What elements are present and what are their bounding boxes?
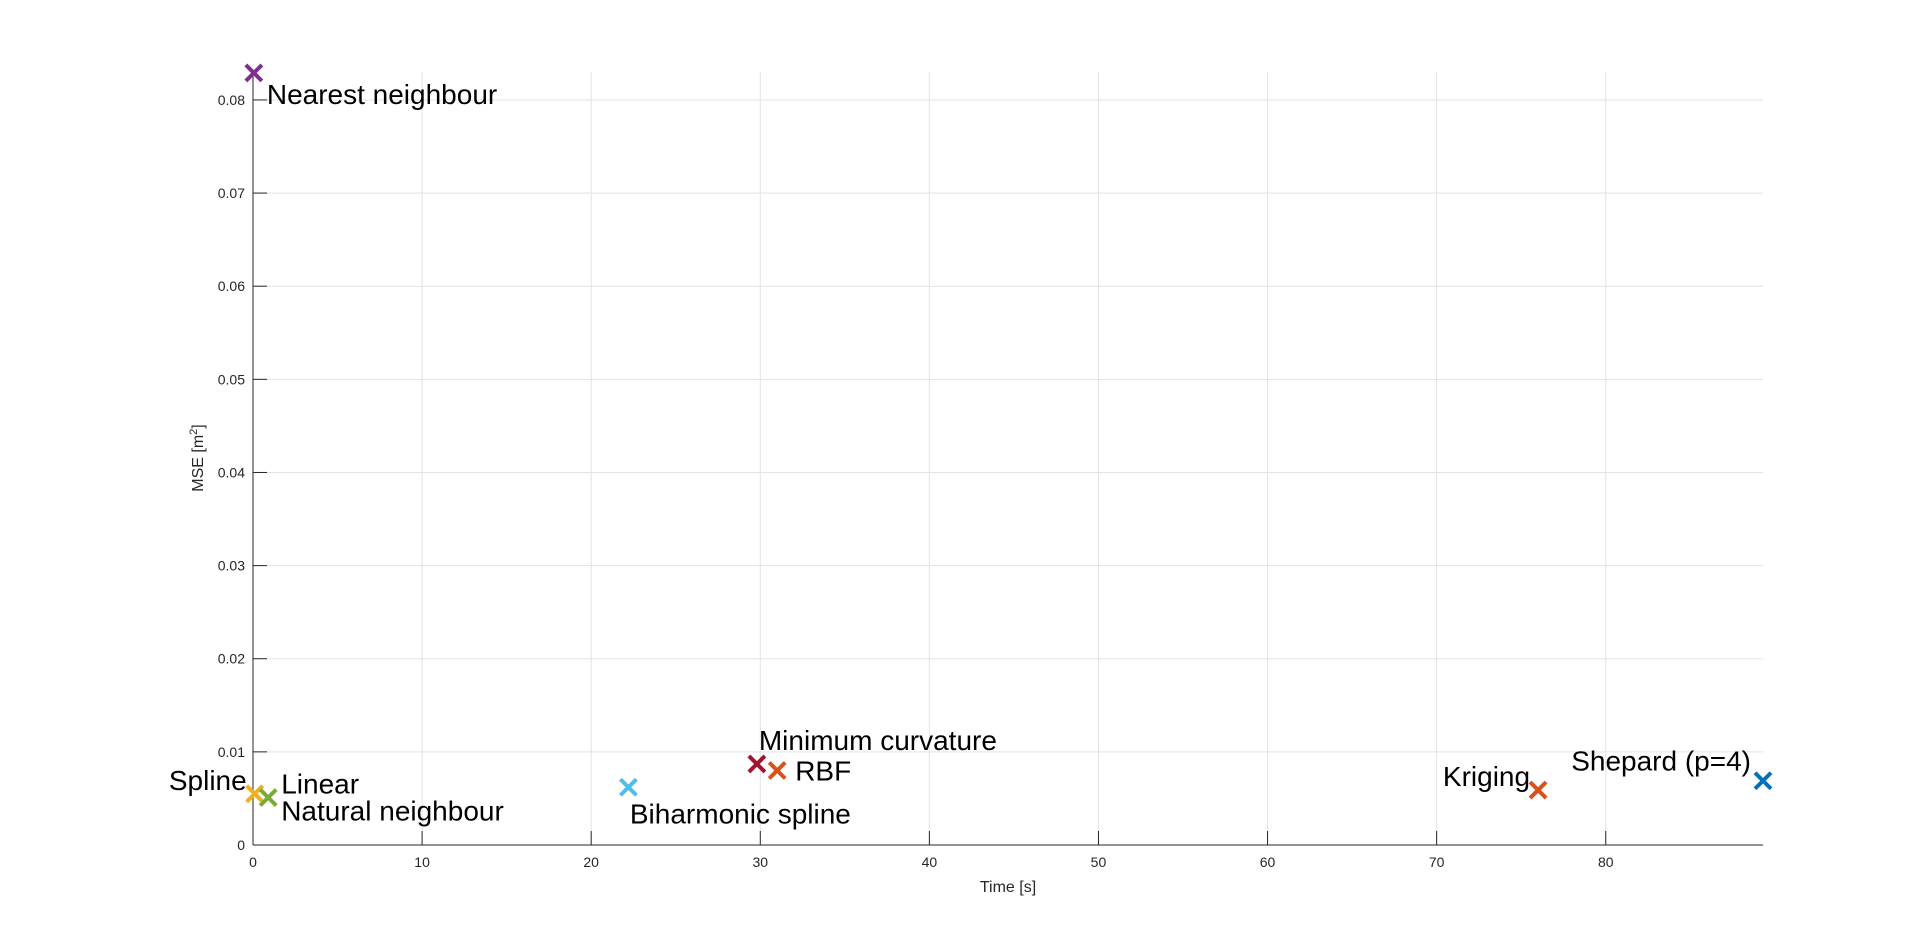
y-tick-label: 0.01 <box>218 744 245 760</box>
x-tick-label: 40 <box>922 854 938 870</box>
x-tick-label: 60 <box>1260 854 1276 870</box>
point-label: Biharmonic spline <box>630 798 851 829</box>
plot-area <box>253 72 1763 845</box>
x-tick-label: 20 <box>583 854 599 870</box>
axes-layer <box>252 72 1763 846</box>
y-axis-title-end: ] <box>190 424 207 428</box>
scatter-point <box>767 761 787 780</box>
x-tick-label: 0 <box>249 854 257 870</box>
y-tick-label: 0.05 <box>218 371 245 387</box>
x-axis-title: Time [s] <box>980 879 1036 896</box>
y-tick-label: 0.04 <box>218 464 245 480</box>
points-layer <box>244 63 1773 807</box>
point-label: RBF <box>795 755 851 786</box>
x-tick-label: 10 <box>414 854 430 870</box>
point-label: Spline <box>169 765 247 796</box>
point-label: Kriging <box>1443 761 1530 792</box>
y-tick-label: 0.08 <box>218 92 245 108</box>
scatter-point <box>1753 771 1773 791</box>
point-label: Linear <box>281 769 359 800</box>
tick-labels-layer: 0 10 20 30 40 50 60 70 80 0 0.01 0.02 0.03 0.04 0.05 0.… <box>218 92 1614 870</box>
y-axis-title-superscript: 2 <box>188 429 200 435</box>
x-tick-label: 80 <box>1598 854 1614 870</box>
scatter-point <box>245 784 265 804</box>
x-tick-label: 70 <box>1429 854 1445 870</box>
scatter-point <box>747 754 767 774</box>
scatter-point <box>1528 780 1548 800</box>
point-label: Nearest neighbour <box>267 79 497 110</box>
x-tick-label: 30 <box>752 854 768 870</box>
y-tick-label: 0.03 <box>218 558 245 574</box>
scatter-point <box>258 788 278 807</box>
y-tick-label: 0.07 <box>218 185 245 201</box>
y-tick-label: 0 <box>237 837 245 853</box>
y-tick-label: 0.06 <box>218 278 245 294</box>
scatter-point <box>244 63 264 83</box>
point-label: Minimum curvature <box>759 725 997 756</box>
point-label: Natural neighbour <box>281 796 504 827</box>
point-label: Shepard (p=4) <box>1571 746 1751 777</box>
y-axis-title: MSE [m2] <box>188 424 207 491</box>
scatter-point <box>618 777 638 797</box>
y-axis-title-main: MSE [m <box>190 435 207 492</box>
y-tick-label: 0.02 <box>218 651 245 667</box>
x-tick-label: 50 <box>1091 854 1107 870</box>
